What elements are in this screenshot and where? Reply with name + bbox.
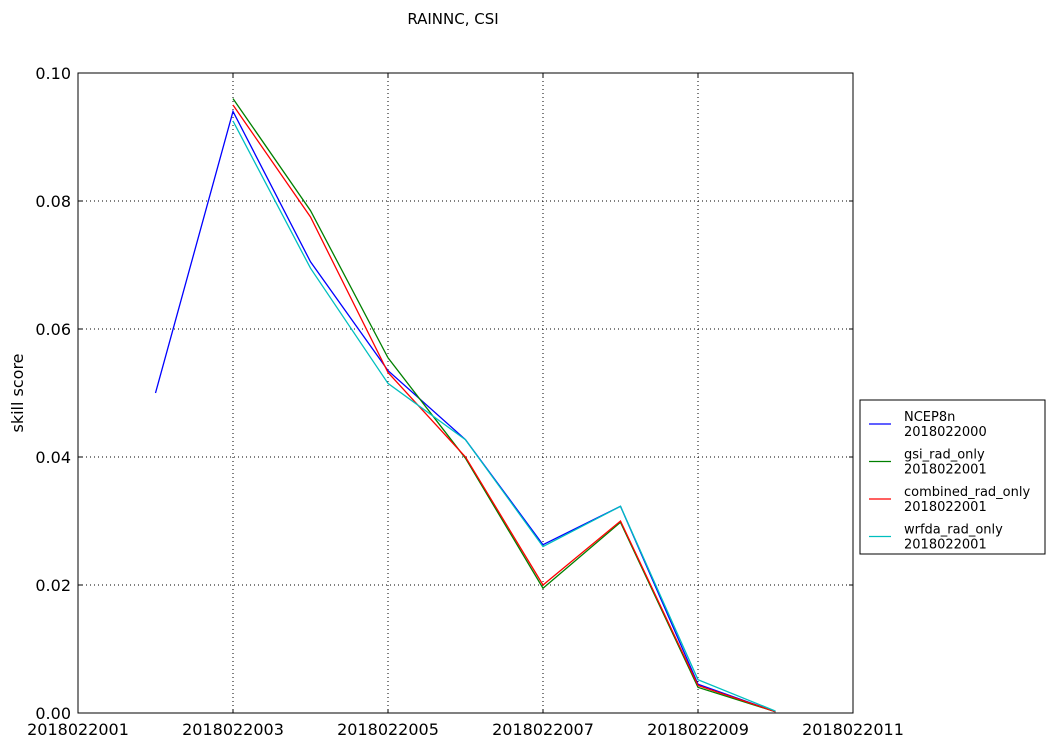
legend: NCEP8n2018022000gsi_rad_only2018022001co… <box>859 399 1046 555</box>
x-tick-label: 2018022005 <box>337 720 439 739</box>
series-line-wrfda-rad-only <box>232 120 776 712</box>
grid <box>78 73 853 713</box>
x-tick-label: 2018022007 <box>492 720 594 739</box>
legend-series-name: wrfda_rad_only <box>904 523 1003 538</box>
x-tick-label: 2018022009 <box>647 720 749 739</box>
y-tick-label: 0.06 <box>35 320 71 339</box>
y-tick-label: 0.04 <box>35 448 71 467</box>
y-tick-label: 0.02 <box>35 576 71 595</box>
x-tick-label: 2018022001 <box>27 720 129 739</box>
chart-title: RAINNC, CSI <box>407 10 498 28</box>
legend-series-run: 2018022001 <box>904 463 987 478</box>
legend-frame <box>859 399 1046 555</box>
series-line-combined-rad-only <box>232 104 776 713</box>
legend-series-name: combined_rad_only <box>904 485 1030 500</box>
legend-series-name: gsi_rad_only <box>904 448 985 463</box>
plot-area-frame <box>77 72 854 714</box>
series-lines <box>154 98 776 713</box>
series-line-gsi-rad-only <box>232 98 776 713</box>
axis-ticks: 2018022001 2018022003 2018022005 2018022007… <box>27 64 904 739</box>
legend-series-name: NCEP8n <box>904 410 955 425</box>
x-tick-label: 2018022011 <box>802 720 904 739</box>
y-tick-label: 0.08 <box>35 192 71 211</box>
x-tick-label: 2018022003 <box>182 720 284 739</box>
y-tick-label: 0.10 <box>35 64 71 83</box>
legend-series-run: 2018022000 <box>904 425 987 440</box>
legend-series-run: 2018022001 <box>904 538 987 553</box>
y-axis-label: skill score <box>8 353 27 432</box>
legend-series-run: 2018022001 <box>904 500 987 515</box>
y-tick-label: 0.00 <box>35 704 71 723</box>
